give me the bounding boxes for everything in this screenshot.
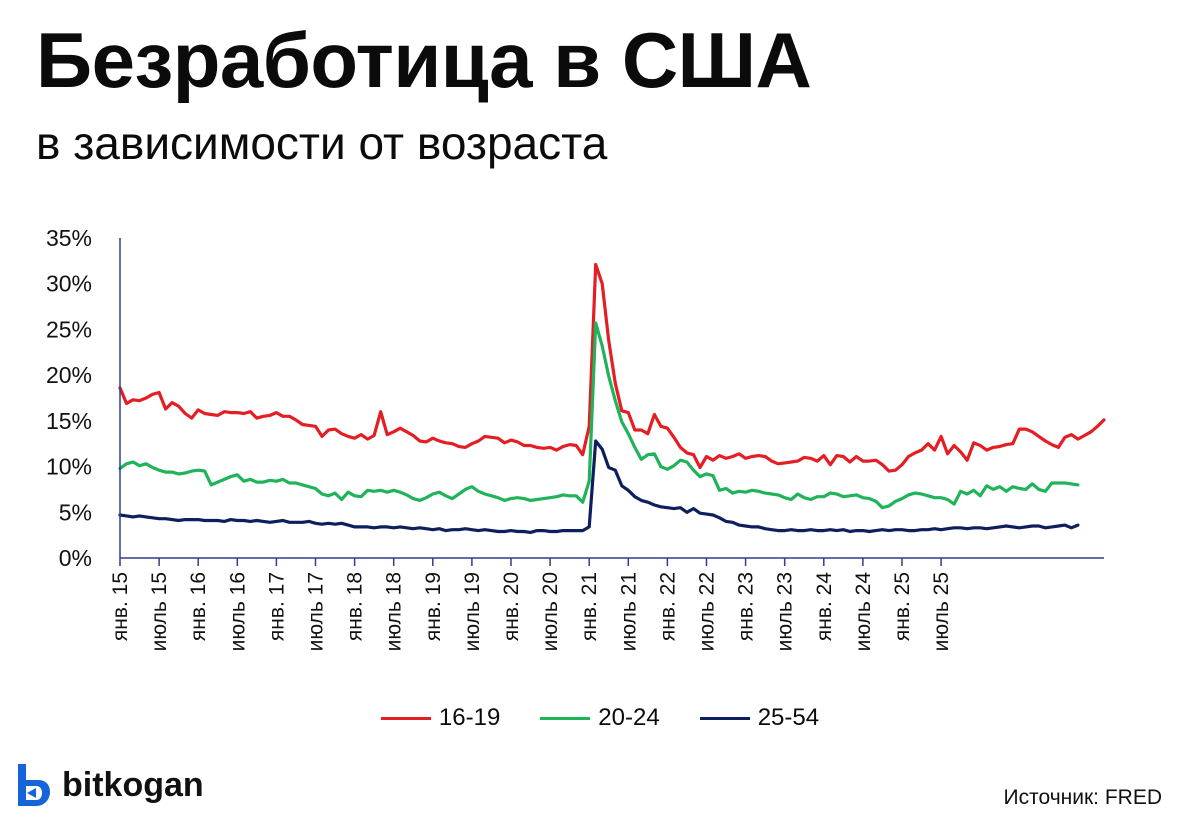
y-tick-label: 35%: [46, 225, 92, 251]
x-tick-label: янв. 22: [656, 572, 679, 641]
y-axis-ticks: 0% 5% 10% 15% 20% 25% 30% 35%: [46, 225, 92, 571]
series-line-25-54: [118, 439, 1080, 535]
x-tick-label: янв. 20: [500, 572, 523, 641]
chart-series: [118, 262, 1106, 535]
x-tick-label: июль 25: [930, 572, 953, 651]
page-title: Безработица в США: [36, 16, 812, 104]
brand: bitkogan: [14, 762, 204, 808]
x-tick-label: июль 23: [774, 572, 797, 651]
x-axis-ticks: янв. 15 июль 15 янв. 16 июль 16 янв. 17 июль …: [109, 558, 953, 651]
x-tick-label: июль 24: [852, 572, 875, 652]
x-tick-label: июль 21: [617, 572, 640, 651]
x-tick-label: янв. 16: [187, 572, 210, 641]
source-label: Источник: FRED: [1003, 786, 1162, 809]
series-line-20-24: [118, 321, 1080, 510]
legend-item: 25-54: [699, 704, 820, 732]
y-tick-label: 20%: [46, 362, 92, 388]
chart-axes: [119, 238, 1104, 559]
legend-item: 16-19: [380, 704, 501, 732]
page-subtitle: в зависимости от возраста: [36, 117, 608, 169]
x-tick-label: янв. 17: [265, 572, 288, 641]
bitkogan-logo-icon: [18, 764, 50, 806]
x-tick-label: июль 19: [461, 572, 484, 651]
legend-swatch-20-24: [540, 716, 591, 720]
x-tick-label: янв. 23: [735, 572, 758, 641]
x-tick-label: июль 22: [695, 572, 718, 651]
y-tick-label: 0%: [59, 545, 92, 571]
x-tick-label: янв. 19: [422, 572, 445, 641]
x-tick-label: июль 20: [539, 572, 562, 651]
legend-label: 20-24: [598, 704, 660, 731]
legend-swatch-16-19: [380, 716, 431, 720]
chart-legend: 16-19 20-24 25-54: [0, 704, 1200, 732]
y-tick-label: 5%: [59, 499, 92, 525]
x-tick-label: янв. 25: [891, 572, 914, 641]
series-line-16-19: [118, 262, 1106, 473]
x-tick-label: июль 16: [226, 572, 249, 651]
x-tick-label: июль 17: [304, 572, 327, 651]
legend-label: 25-54: [757, 704, 820, 731]
x-tick-label: янв. 21: [578, 572, 601, 641]
legend-label: 16-19: [438, 704, 501, 731]
brand-name: bitkogan: [62, 765, 204, 804]
x-tick-label: янв. 15: [109, 572, 132, 641]
legend-swatch-25-54: [699, 716, 750, 720]
y-tick-label: 25%: [46, 316, 92, 342]
legend-item: 20-24: [540, 704, 660, 732]
x-tick-label: июль 15: [148, 572, 171, 651]
y-tick-label: 10%: [46, 454, 92, 480]
x-tick-label: июль 18: [383, 572, 406, 651]
x-tick-label: янв. 24: [813, 572, 836, 641]
y-tick-label: 30%: [46, 271, 92, 297]
y-tick-label: 15%: [46, 408, 92, 434]
x-tick-label: янв. 18: [344, 572, 367, 641]
